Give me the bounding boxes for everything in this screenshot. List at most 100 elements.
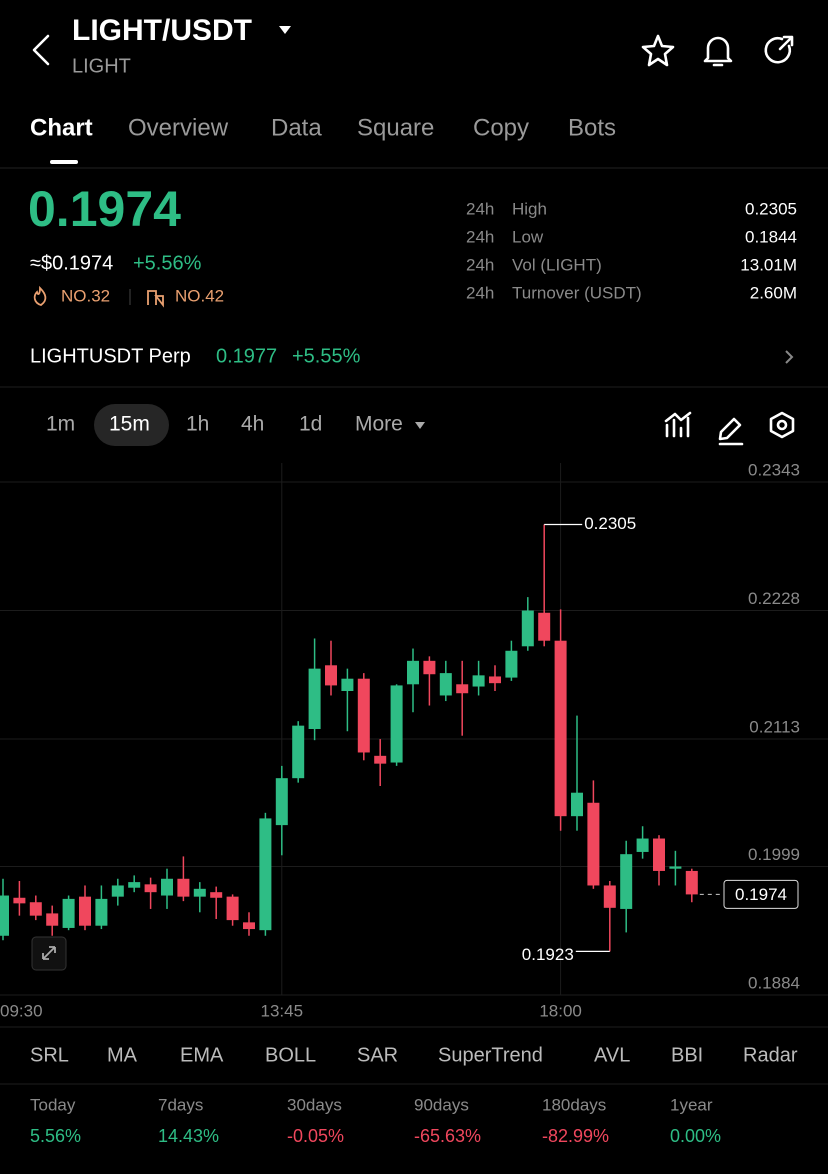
y-tick-label: 0.2228 <box>748 589 800 608</box>
candle-body <box>210 892 223 898</box>
period-change: -65.63% <box>414 1126 481 1146</box>
candle-body <box>128 882 141 888</box>
perp-change[interactable]: +5.55% <box>292 345 361 367</box>
share-icon[interactable] <box>764 35 794 64</box>
candle-body <box>653 838 665 871</box>
candle-body <box>95 898 108 926</box>
hot-icon <box>33 285 47 306</box>
settings-icon[interactable] <box>769 411 795 439</box>
indicator[interactable]: BBI <box>671 1044 703 1066</box>
perp-chevron[interactable] <box>785 350 794 364</box>
indicator[interactable]: SuperTrend <box>438 1044 543 1066</box>
candle-body <box>292 725 305 779</box>
candle-body <box>456 684 469 694</box>
candle-body <box>62 898 75 928</box>
low-marker-label: 0.1923 <box>522 945 574 964</box>
candle-body <box>226 896 239 921</box>
candle-body <box>390 685 403 763</box>
high-marker-label: 0.2305 <box>584 514 636 533</box>
stat-value: 13.01M <box>740 255 797 274</box>
tab[interactable]: Chart <box>30 114 93 141</box>
indicator[interactable]: SRL <box>30 1044 69 1066</box>
active-tab-indicator <box>50 160 78 164</box>
favorite-icon[interactable] <box>641 34 675 67</box>
candle-body <box>423 660 436 675</box>
indicator[interactable]: MA <box>107 1044 138 1066</box>
x-tick-label: 18:00 <box>539 1001 582 1020</box>
period-change: 5.56% <box>30 1126 81 1146</box>
x-tick-label: 09:30 <box>0 1001 43 1020</box>
period-change: -0.05% <box>287 1126 344 1146</box>
draw-icon[interactable] <box>718 417 744 446</box>
hot-rank[interactable]: NO.32 <box>61 286 110 305</box>
stat-label: High <box>512 199 547 218</box>
tab[interactable]: Square <box>357 114 434 141</box>
candle-body <box>669 866 682 869</box>
period-label: 7days <box>158 1095 203 1114</box>
stat-label: Turnover (USDT) <box>512 283 642 302</box>
interval[interactable]: 1m <box>46 413 75 436</box>
tab[interactable]: Overview <box>128 114 229 141</box>
x-tick-label: 13:45 <box>261 1001 304 1020</box>
indicator-icon[interactable] <box>664 411 692 438</box>
candle-body <box>111 885 124 897</box>
period-change: -82.99% <box>542 1126 609 1146</box>
period-change: 0.00% <box>670 1126 721 1146</box>
candle-body <box>275 778 288 826</box>
y-tick-label: 0.2343 <box>748 460 800 479</box>
pair-dropdown[interactable] <box>279 26 291 34</box>
y-tick-label: 0.2113 <box>749 718 800 737</box>
candle-body <box>472 675 485 687</box>
candle-body <box>308 668 321 729</box>
period-label: 1year <box>670 1095 713 1114</box>
candle-body <box>325 665 337 686</box>
stat-value: 2.60M <box>750 283 797 302</box>
candle-body <box>505 650 518 678</box>
candle-body <box>571 792 583 817</box>
indicator[interactable]: BOLL <box>265 1044 316 1066</box>
indicator[interactable]: EMA <box>180 1044 224 1066</box>
stat-period: 24h <box>466 255 494 274</box>
period-label: 30days <box>287 1095 342 1114</box>
stat-label: Low <box>512 227 544 246</box>
back-button[interactable] <box>32 34 50 66</box>
more-dropdown[interactable] <box>415 422 425 429</box>
interval[interactable]: More <box>355 413 403 436</box>
candle-body <box>193 888 206 897</box>
interval[interactable]: 1h <box>186 413 209 436</box>
perp-price[interactable]: 0.1977 <box>216 345 277 367</box>
candle-body <box>538 612 551 641</box>
candle-body <box>259 818 272 931</box>
indicator[interactable]: Radar <box>743 1044 798 1066</box>
sector-rank[interactable]: NO.42 <box>175 286 224 305</box>
candle-body <box>243 922 255 930</box>
tab[interactable]: Bots <box>568 114 616 141</box>
usd-price: ≈$0.1974 <box>30 252 113 274</box>
pair-title[interactable]: LIGHT/USDT <box>72 14 252 47</box>
candle-body <box>357 678 370 753</box>
candle-body <box>603 885 616 908</box>
period-label: 180days <box>542 1095 606 1114</box>
pair-subtitle: LIGHT <box>72 55 131 77</box>
interval[interactable]: 4h <box>241 413 264 436</box>
period-label: 90days <box>414 1095 469 1114</box>
perp-name[interactable]: LIGHTUSDT Perp <box>30 345 191 367</box>
stat-value: 0.1844 <box>745 227 797 246</box>
indicator[interactable]: AVL <box>594 1044 630 1066</box>
tab[interactable]: Copy <box>473 114 529 141</box>
y-tick-label: 0.1884 <box>748 973 800 992</box>
interval[interactable]: 15m <box>109 413 150 436</box>
period-change: 14.43% <box>158 1126 219 1146</box>
alert-icon[interactable] <box>703 36 733 67</box>
candle-body <box>341 678 354 691</box>
candle-body <box>489 676 501 684</box>
tab[interactable]: Data <box>271 114 322 141</box>
interval[interactable]: 1d <box>299 413 322 436</box>
indicator[interactable]: SAR <box>357 1044 398 1066</box>
candle-body <box>144 884 157 893</box>
y-tick-label: 0.1999 <box>748 845 800 864</box>
candle-body <box>521 610 534 647</box>
